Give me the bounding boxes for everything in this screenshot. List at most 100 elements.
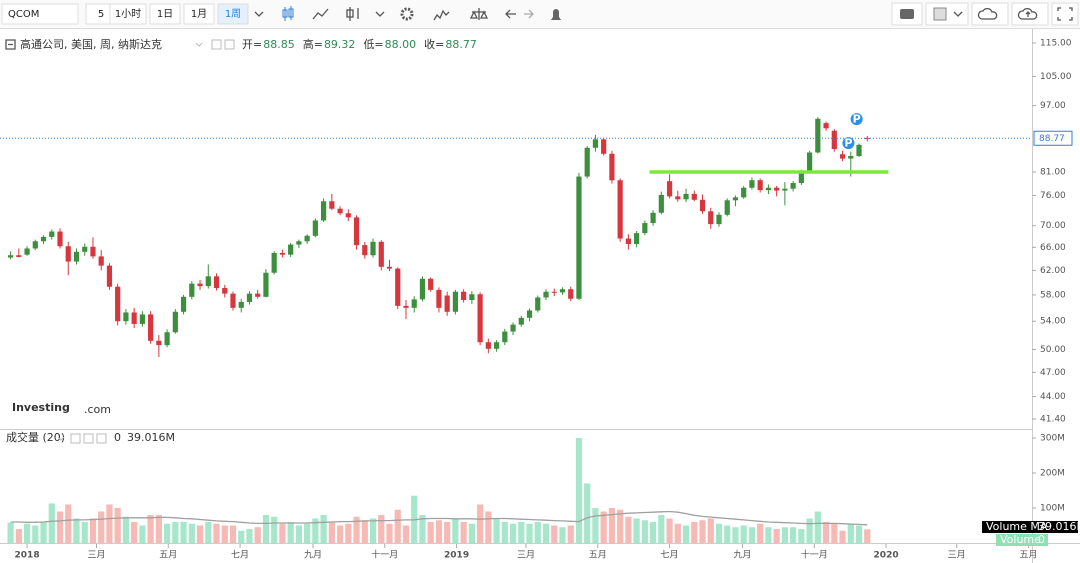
interval-button[interactable] [109, 3, 147, 25]
candle-body [82, 246, 88, 252]
y-tick-label: 115.00 [1040, 38, 1072, 48]
cloud-up-icon[interactable] [1017, 7, 1038, 20]
candle-body [856, 144, 862, 156]
indicator-icon[interactable] [433, 9, 450, 21]
candle-body [823, 123, 829, 129]
interval-label[interactable]: 1日 [157, 9, 173, 20]
toolbar-icons [254, 2, 1079, 26]
undo-icon[interactable] [505, 9, 516, 19]
event-label[interactable]: P [853, 113, 861, 126]
compare-icon[interactable] [469, 8, 489, 20]
volume-bar [559, 527, 566, 543]
volume-bar [814, 511, 821, 543]
dropdown-arrow[interactable] [254, 11, 264, 17]
candle-body [798, 171, 804, 184]
event-marker[interactable] [850, 113, 863, 126]
color-button[interactable] [925, 2, 969, 26]
candle-body [502, 331, 508, 343]
volume-bar [806, 518, 813, 543]
legend-icon[interactable] [211, 39, 222, 50]
fullscreen-button[interactable] [1051, 2, 1079, 26]
y-tick-label: 47.00 [1040, 368, 1066, 378]
volume-bar [106, 504, 113, 543]
volume-bar [65, 504, 72, 543]
volume-bar [287, 521, 294, 543]
x-tick-label: 三月 [948, 550, 966, 561]
volume-tick-label: 200M [1040, 468, 1065, 478]
volume-bar [23, 523, 31, 543]
volume-bar [369, 518, 377, 543]
legend-arrow[interactable] [57, 436, 65, 441]
volume-bar [617, 509, 624, 543]
volume-bar [740, 525, 747, 543]
interval-button[interactable] [217, 3, 249, 25]
interval-label[interactable]: 5 [98, 9, 104, 20]
volume-bar [839, 530, 846, 543]
volume-bar [864, 529, 871, 543]
legend-icon[interactable] [96, 433, 107, 444]
volume-bar [81, 521, 88, 543]
volume-bar [205, 521, 212, 543]
volume-bar [180, 521, 187, 543]
interval-label[interactable]: 1小时 [115, 8, 141, 20]
candle-body [304, 235, 310, 242]
legend-icon[interactable] [70, 433, 81, 444]
legend-arrow[interactable] [195, 42, 203, 47]
event-marker[interactable] [842, 137, 855, 150]
candle-body [576, 176, 582, 299]
line-icon[interactable] [312, 8, 329, 20]
interval-label[interactable]: 1周 [225, 8, 241, 20]
interval-label[interactable]: 1月 [191, 8, 207, 20]
y-tick-label: 54.00 [1040, 317, 1066, 327]
volume-bar [336, 525, 344, 543]
candle-body [741, 187, 747, 198]
symbol[interactable]: QCOM [8, 9, 39, 20]
candle-body [839, 154, 846, 159]
candle-body [321, 201, 327, 221]
redo-icon[interactable] [524, 9, 534, 19]
volume-bar [122, 516, 130, 543]
event-label[interactable]: P [844, 137, 852, 150]
bars-icon[interactable] [346, 7, 359, 21]
legend-icon[interactable] [83, 433, 94, 444]
volume-bar [822, 521, 830, 543]
x-tick-label: 五月 [589, 550, 607, 561]
volume-bar [246, 528, 253, 543]
candle-body [57, 231, 63, 247]
dropdown-arrow[interactable] [375, 11, 385, 17]
candle-body [477, 294, 483, 343]
y-tick-label: 66.00 [1040, 243, 1066, 253]
ohlc-value: 88.85 [263, 38, 295, 51]
candle-body [559, 289, 566, 293]
volume-tags: Volume MA 39.016M Volume 0 [982, 520, 1080, 546]
camera-icon[interactable] [900, 9, 914, 19]
candle-body [362, 245, 368, 256]
fullscreen-icon[interactable] [1057, 7, 1073, 21]
volume-bar [56, 511, 64, 543]
volume-bar [262, 514, 270, 543]
collapse-icon[interactable] [5, 39, 16, 50]
legend-icon[interactable] [224, 39, 235, 50]
alert-icon[interactable] [551, 9, 561, 20]
candle-body [32, 241, 38, 249]
candle-body [205, 276, 211, 287]
volume-bar [353, 516, 360, 543]
instrument-name: 高通公司, 美国, 周, 纳斯达克 [20, 37, 162, 51]
candle-body [255, 293, 261, 297]
dropdown-arrow[interactable] [953, 11, 963, 17]
volume-bar [444, 521, 451, 543]
y-tick-label: 81.00 [1040, 167, 1066, 177]
color-swatch[interactable] [933, 7, 947, 21]
volume-bar [155, 514, 162, 543]
cloud-down-icon[interactable] [977, 7, 998, 20]
symbol-box[interactable] [1, 3, 79, 25]
candle-icon[interactable] [282, 6, 294, 21]
interval-button[interactable] [183, 3, 215, 25]
load-button[interactable] [971, 2, 1009, 26]
settings-icon[interactable] [400, 7, 414, 21]
interval-button[interactable] [149, 3, 181, 25]
volume-bar [196, 525, 204, 543]
volume-bar [468, 523, 475, 543]
candle-body [436, 289, 442, 308]
volume-bar [328, 521, 335, 543]
